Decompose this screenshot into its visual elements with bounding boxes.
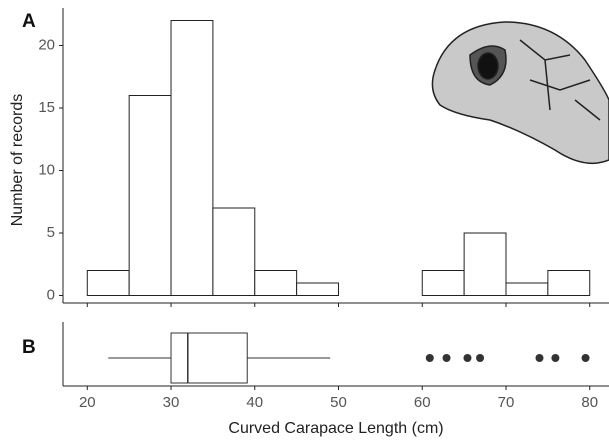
box	[170, 332, 248, 384]
outlier	[535, 354, 544, 362]
histogram-bar	[463, 232, 507, 296]
outlier	[425, 354, 434, 362]
x-tick-label: 70	[498, 394, 515, 411]
y-tick-label: 0	[47, 286, 55, 303]
histogram-bar	[212, 207, 256, 296]
outlier	[442, 354, 451, 362]
histogram-bar	[86, 270, 130, 296]
y-tick-label: 10	[38, 161, 55, 178]
turtle-illustration	[431, 21, 609, 165]
y-tick-label: 15	[38, 99, 55, 116]
histogram-bar	[254, 270, 298, 296]
histogram-bar	[505, 282, 549, 296]
histogram-bar	[421, 270, 465, 296]
x-axis-label: Curved Carapace Length (cm)	[228, 420, 443, 437]
histogram-bar	[296, 282, 340, 296]
y-tick-label: 20	[38, 36, 55, 53]
outlier	[476, 354, 485, 362]
x-tick-label: 20	[79, 394, 96, 411]
histogram-bar	[547, 270, 591, 296]
x-tick-label: 40	[246, 394, 263, 411]
outlier	[551, 354, 560, 362]
panel-label: A	[22, 11, 36, 32]
outlier	[463, 354, 472, 362]
histogram-bar	[128, 95, 172, 296]
x-tick-label: 80	[581, 394, 598, 411]
x-tick-label: 60	[414, 394, 431, 411]
panel-label: B	[22, 337, 36, 358]
x-tick-label: 50	[330, 394, 347, 411]
outlier	[581, 354, 590, 362]
y-axis-label: Number of records	[9, 94, 26, 227]
y-tick-label: 5	[47, 224, 55, 241]
x-tick-label: 30	[163, 394, 180, 411]
histogram-bar	[170, 20, 214, 296]
